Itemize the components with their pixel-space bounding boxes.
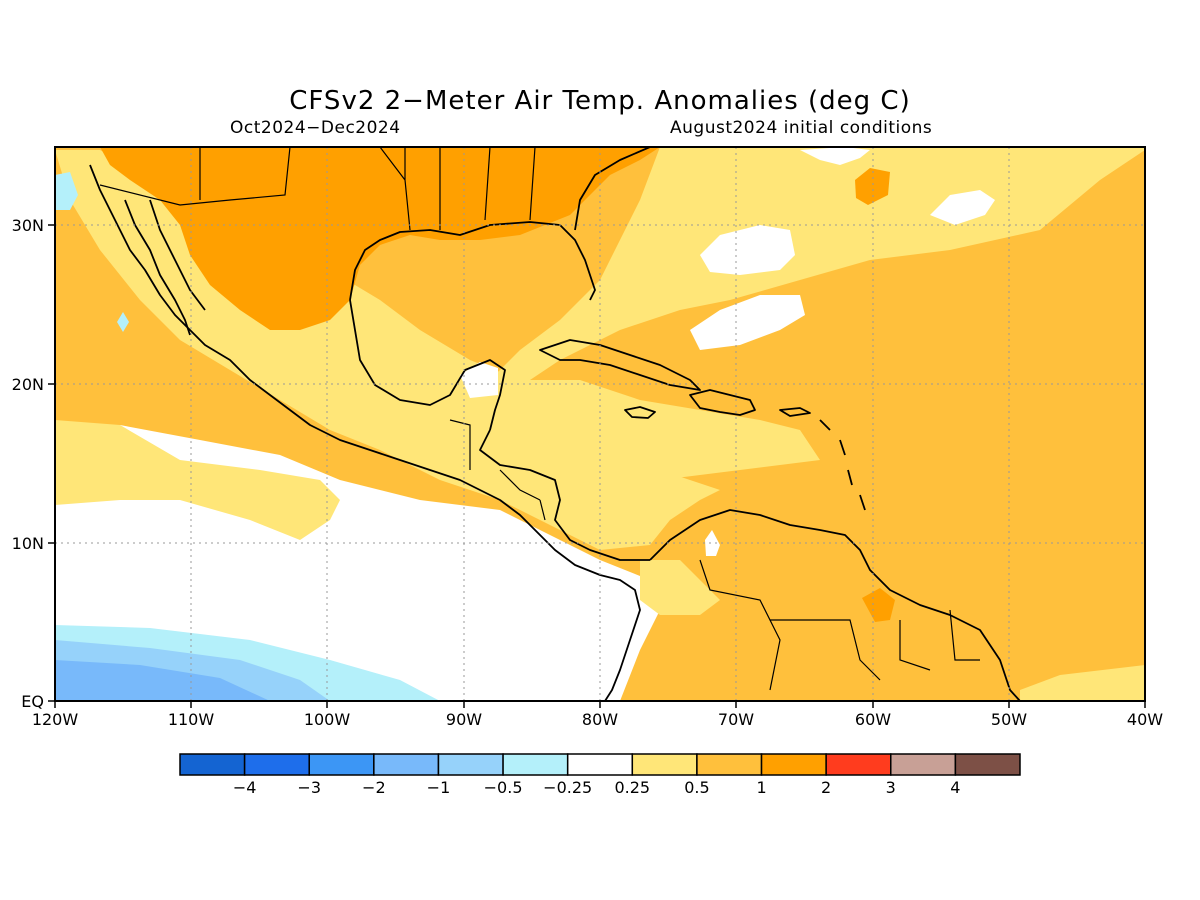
colorbar-swatch (373, 753, 440, 776)
border-us-mexico (99, 147, 536, 231)
lat-label: 30N (12, 216, 44, 235)
anomaly-cool-spot (117, 312, 129, 332)
anomaly-warm-guiana (862, 588, 895, 622)
coastline-puerto-rico (779, 407, 811, 417)
colorbar-label: −1 (427, 778, 451, 797)
anomaly-neutral-atlantic-3 (930, 190, 995, 225)
graticule (55, 147, 1145, 701)
map-title: CFSv2 2−Meter Air Temp. Anomalies (deg C… (289, 86, 911, 116)
lon-label: 60W (855, 710, 891, 729)
border-south-america (699, 559, 980, 691)
colorbar-label: 0.5 (684, 778, 709, 797)
anomaly-light-southeast (1020, 665, 1145, 701)
coastlines (89, 147, 1021, 701)
lat-label: 10N (12, 534, 44, 553)
coastline-jamaica (624, 406, 656, 419)
colorbar-swatch (179, 753, 246, 776)
coastline-mexico-pacific (89, 164, 641, 701)
lon-label: 100W (304, 710, 351, 729)
anomaly-neutral-pacific (55, 147, 660, 701)
anomaly-light-caribbean-south (520, 380, 820, 480)
anomaly-neutral-venezuela-lake (705, 530, 720, 556)
coastline-hispaniola (689, 389, 756, 416)
anomaly-neutral-atlantic-2 (690, 295, 805, 350)
initial-conditions: August2024 initial conditions (670, 118, 933, 138)
colorbar: −4 −3 −2 −1 −0.5 −0.25 0.25 0.5 1 2 3 4 (179, 753, 1021, 797)
colorbar-swatch (566, 753, 634, 776)
colorbar-label: 2 (821, 778, 831, 797)
lat-label: 20N (12, 375, 44, 394)
borders (99, 147, 980, 691)
colorbar-label: −3 (297, 778, 321, 797)
anomaly-light-pacific-band (55, 420, 340, 540)
lon-label: 80W (582, 710, 618, 729)
anomaly-light-colombia (640, 560, 720, 615)
colorbar-label: 0.25 (614, 778, 650, 797)
colorbar-swatch (760, 753, 827, 776)
colorbar-label: −4 (233, 778, 257, 797)
colorbar-swatch (502, 753, 569, 776)
coastline-south-america (649, 509, 1021, 701)
anomaly-warm-bahamas (855, 168, 890, 205)
lon-labels: 120W 110W 100W 90W 80W 70W 60W 50W 40W (32, 710, 1163, 729)
axis-ticks (48, 224, 1146, 708)
coastline-antilles (819, 419, 866, 511)
colorbar-label: −0.25 (543, 778, 592, 797)
anomaly-neutral-atlantic-4 (800, 147, 870, 165)
lon-label: 50W (991, 710, 1027, 729)
anomaly-warm-mexico (100, 147, 660, 330)
colorbar-label: −0.5 (484, 778, 523, 797)
anomaly-neutral-yucatan (460, 362, 498, 398)
lon-label: 120W (32, 710, 79, 729)
colorbar-swatch (308, 753, 375, 776)
lon-label: 40W (1127, 710, 1163, 729)
colorbar-swatch (890, 753, 957, 776)
coastline-us-atlantic (574, 147, 651, 231)
colorbar-swatch (825, 753, 892, 776)
lon-label: 70W (718, 710, 754, 729)
lat-label: EQ (21, 692, 44, 711)
colorbar-swatch (437, 753, 504, 776)
colorbar-label: 3 (886, 778, 896, 797)
colorbar-swatch (696, 753, 763, 776)
lon-label: 110W (168, 710, 215, 729)
colorbar-label: −2 (362, 778, 386, 797)
colorbar-swatch (243, 753, 310, 776)
coastline-gulf (349, 221, 596, 431)
coastline-central-america (479, 429, 650, 561)
colorbar-label: 1 (756, 778, 766, 797)
anomaly-neutral-atlantic-1 (700, 225, 795, 275)
anomaly-fields (55, 147, 1145, 701)
anomaly-cool-pacific-3 (55, 660, 270, 701)
lat-labels: 30N 20N 10N EQ (12, 216, 44, 711)
lon-label: 90W (446, 710, 482, 729)
colorbar-swatch (631, 753, 698, 776)
colorbar-swatch (954, 753, 1021, 776)
border-central-america (449, 419, 546, 521)
colorbar-label: 4 (950, 778, 960, 797)
forecast-period: Oct2024−Dec2024 (230, 118, 401, 138)
anomaly-cool-baja (55, 172, 78, 210)
